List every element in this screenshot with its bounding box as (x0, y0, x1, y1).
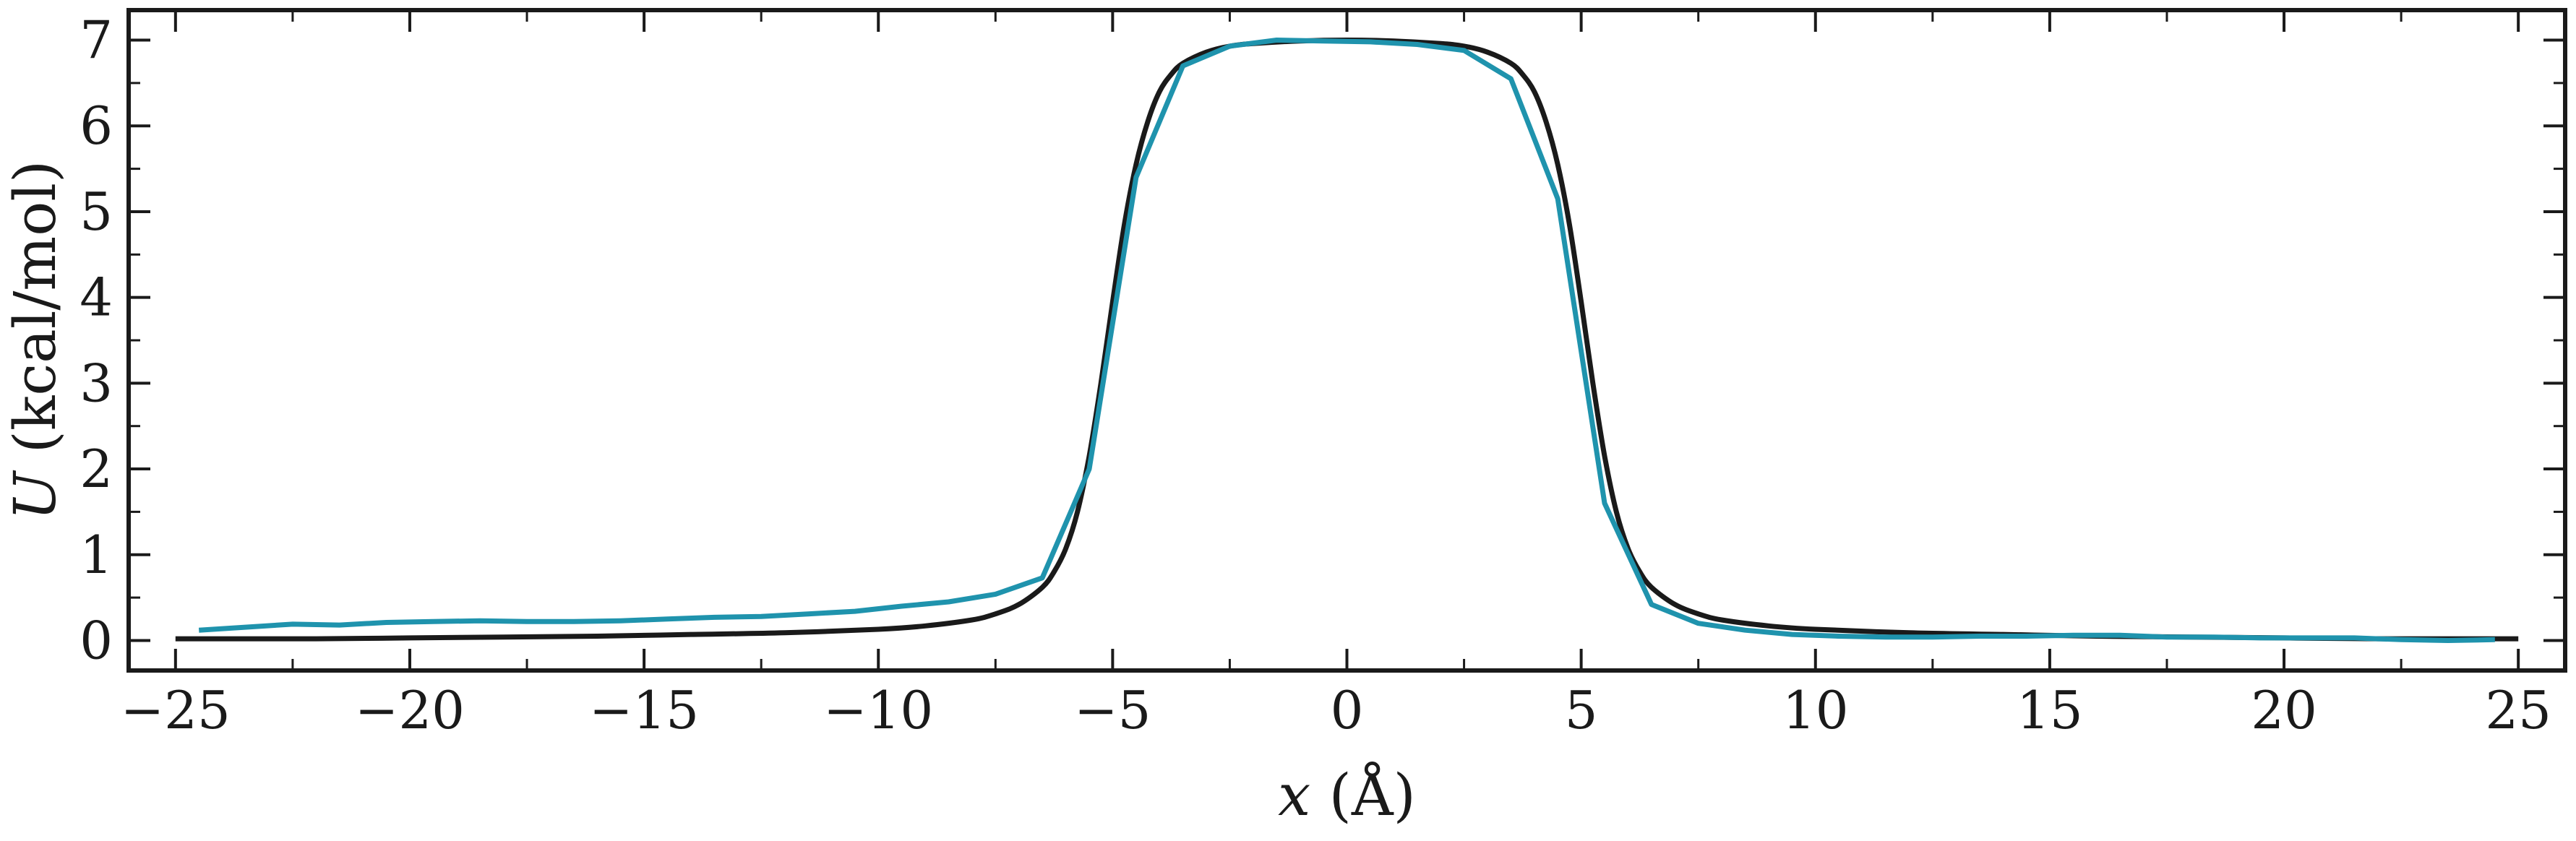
series-line-smooth (175, 38, 2519, 642)
y-axis-ticks: 0 1 2 3 4 5 6 7 (80, 10, 2565, 670)
x-tick-label: −20 (355, 680, 465, 741)
x-tick-label: −10 (823, 680, 933, 741)
series-line-data (198, 38, 2495, 643)
x-tick-label: −5 (1074, 680, 1151, 741)
x-tick-label: 20 (2251, 680, 2317, 741)
plot-lines (175, 38, 2519, 643)
y-tick-label: 4 (80, 267, 113, 328)
y-axis-title: U (kcal/mol) (1, 160, 69, 520)
x-axis-unit: (Å) (1310, 761, 1416, 829)
y-tick-label: 2 (80, 439, 113, 499)
y-tick-label: 5 (80, 181, 113, 242)
y-tick-label: 7 (80, 10, 113, 71)
plot-frame (126, 8, 2567, 673)
x-tick-label: 25 (2485, 680, 2551, 741)
y-axis-unit: (kcal/mol) (1, 160, 69, 472)
x-axis-variable: x (1278, 762, 1310, 829)
x-tick-label: 5 (1565, 680, 1598, 741)
x-tick-label: 10 (1782, 680, 1849, 741)
x-tick-label: 15 (2017, 680, 2083, 741)
x-tick-label: 0 (1331, 680, 1364, 741)
x-axis-ticks: −25 −20 −15 −10 −5 0 5 10 15 20 25 (121, 10, 2551, 741)
x-tick-label: −15 (589, 680, 699, 741)
x-tick-label: −25 (121, 680, 231, 741)
y-tick-label: 6 (80, 95, 113, 156)
y-tick-label: 1 (80, 525, 113, 585)
y-tick-label: 3 (80, 353, 113, 413)
y-axis-variable: U (1, 470, 69, 520)
y-tick-label: 0 (80, 610, 113, 670)
x-axis-title: x (Å) (1278, 761, 1416, 829)
